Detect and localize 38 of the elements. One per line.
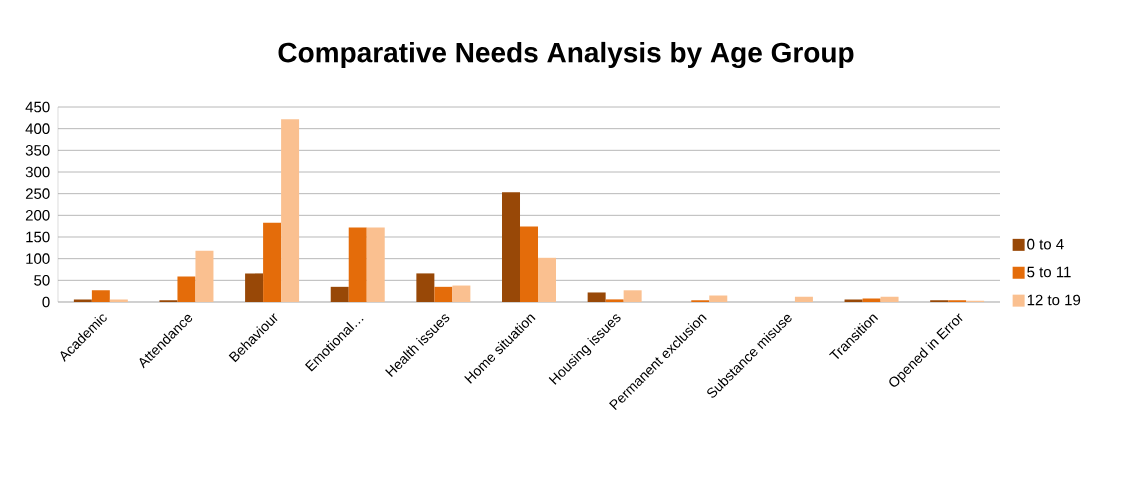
legend-label: 0 to 4: [1027, 238, 1064, 250]
bar: [366, 227, 385, 302]
bar: [348, 227, 367, 302]
bar: [195, 250, 214, 302]
bar: [91, 290, 110, 302]
bar: [623, 290, 642, 302]
bar: [605, 299, 624, 302]
y-tick-label: 0: [42, 296, 50, 308]
bar: [177, 276, 196, 302]
legend-label: 12 to 19: [1027, 294, 1081, 306]
y-tick-label: 150: [26, 231, 50, 243]
bar: [73, 299, 92, 302]
bar: [434, 286, 453, 302]
bar: [709, 295, 728, 302]
y-tick-label: 250: [25, 188, 50, 199]
y-tick-label: 450: [25, 101, 50, 113]
bar: [109, 299, 128, 302]
bar: [587, 292, 606, 302]
y-tick-label: 300: [25, 166, 50, 178]
bar: [520, 226, 539, 302]
y-tick-label: 350: [25, 145, 50, 156]
bar: [281, 119, 300, 302]
bar: [794, 296, 813, 302]
bar: [452, 285, 471, 302]
chart-title: Comparative Needs Analysis by Age Group: [278, 41, 854, 69]
bar: [330, 286, 349, 302]
y-tick-label: 100: [26, 253, 50, 264]
bar: [416, 273, 435, 302]
bar: [245, 273, 264, 302]
y-tick-label: 400: [25, 123, 50, 134]
y-tick-label: 50: [34, 275, 50, 286]
bar: [263, 222, 282, 302]
bar: [880, 296, 899, 302]
bar: [844, 299, 863, 302]
y-tick-label: 200: [25, 210, 50, 221]
legend-label: 5 to 11: [1027, 266, 1071, 278]
bar: [538, 257, 557, 302]
bar: [502, 192, 521, 302]
